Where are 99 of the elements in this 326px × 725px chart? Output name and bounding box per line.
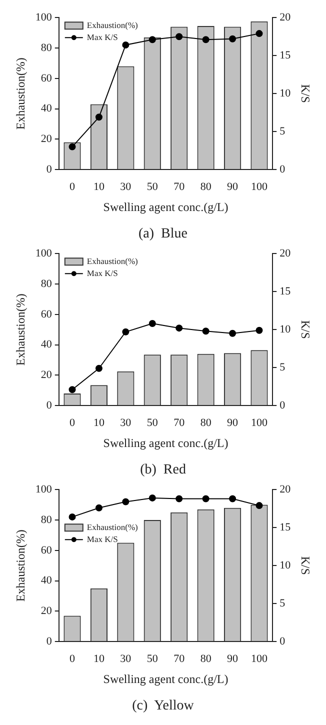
y2-tick-label: 20 xyxy=(280,11,292,24)
y-tick-label: 80 xyxy=(40,278,52,290)
x-axis-title: Swelling agent conc.(g/L) xyxy=(103,436,228,450)
y-tick-label: 0 xyxy=(46,635,52,648)
point xyxy=(148,36,156,44)
y-tick-label: 80 xyxy=(40,42,52,54)
point xyxy=(256,502,263,510)
x-tick-label: 80 xyxy=(200,181,212,194)
x-tick-label: 90 xyxy=(227,417,239,430)
point xyxy=(122,328,130,336)
x-tick-label: 100 xyxy=(250,653,268,666)
x-tick-label: 10 xyxy=(93,653,105,666)
x-tick-label: 30 xyxy=(120,417,132,430)
y-tick-label: 20 xyxy=(40,605,52,618)
point xyxy=(95,504,102,512)
point xyxy=(202,495,210,502)
y-tick-label: 0 xyxy=(46,399,52,412)
x-tick-label: 90 xyxy=(227,653,239,666)
y2-tick-label: 20 xyxy=(280,247,292,260)
y-axis-title: Exhaustion(%) xyxy=(13,530,28,602)
y2-tick-label: 5 xyxy=(280,361,286,374)
text: (c) Yellow xyxy=(132,698,195,714)
point xyxy=(256,326,263,334)
point xyxy=(122,498,130,506)
x-tick-label: 70 xyxy=(174,417,186,430)
y2-tick-label: 5 xyxy=(280,597,286,610)
point xyxy=(68,513,76,520)
y-tick-label: 40 xyxy=(40,102,52,115)
x-tick-label: 80 xyxy=(200,417,212,430)
y2-tick-label: 10 xyxy=(280,559,292,572)
y-tick-label: 40 xyxy=(40,338,52,351)
point xyxy=(68,143,76,150)
y-tick-label: 100 xyxy=(35,11,52,24)
legend-label: Max K/S xyxy=(86,32,118,42)
legend-label: Exhaustion(%) xyxy=(86,522,138,532)
y-tick-label: 20 xyxy=(40,369,52,382)
x-tick-label: 30 xyxy=(120,653,132,666)
x-tick-label: 0 xyxy=(70,653,76,666)
y-tick-label: 100 xyxy=(35,483,52,496)
x-tick-label: 70 xyxy=(174,653,186,666)
x-tick-label: 50 xyxy=(146,417,158,430)
y2-tick-label: 15 xyxy=(280,49,292,62)
x-tick-label: 10 xyxy=(93,417,105,430)
y-tick-label: 20 xyxy=(40,133,52,146)
point xyxy=(229,35,236,42)
point xyxy=(229,495,236,502)
y-tick-label: 0 xyxy=(46,163,52,176)
x-tick-label: 70 xyxy=(174,181,186,194)
point xyxy=(68,386,76,394)
point xyxy=(95,364,102,372)
y2-axis-title: K/S xyxy=(298,556,313,575)
legend-label: Exhaustion(%) xyxy=(86,256,138,266)
x-axis-title: Swelling agent conc.(g/L) xyxy=(103,672,228,686)
point xyxy=(176,495,183,502)
y2-tick-label: 0 xyxy=(280,399,286,412)
text: (b) Red xyxy=(140,462,186,478)
x-tick-label: 100 xyxy=(250,181,268,194)
y-tick-label: 80 xyxy=(40,514,52,526)
y2-tick-label: 0 xyxy=(280,635,286,648)
point xyxy=(229,330,236,337)
point xyxy=(202,36,210,44)
y2-tick-label: 5 xyxy=(280,125,286,138)
y2-tick-label: 0 xyxy=(280,163,286,176)
point xyxy=(176,33,183,40)
y-tick-label: 40 xyxy=(40,574,52,587)
x-tick-label: 50 xyxy=(146,181,158,194)
x-tick-label: 30 xyxy=(120,181,132,194)
x-tick-label: 80 xyxy=(200,653,212,666)
x-tick-label: 100 xyxy=(250,417,268,430)
x-tick-label: 90 xyxy=(227,181,239,194)
point xyxy=(148,494,156,502)
y-axis-title: Exhaustion(%) xyxy=(13,58,28,130)
point xyxy=(95,114,102,121)
y-axis-title: Exhaustion(%) xyxy=(13,294,28,366)
x-tick-label: 10 xyxy=(93,181,105,194)
y2-axis-title: K/S xyxy=(298,84,313,103)
y2-tick-label: 10 xyxy=(280,323,292,336)
point xyxy=(202,328,210,335)
point xyxy=(148,320,156,328)
point xyxy=(122,41,130,48)
y-tick-label: 60 xyxy=(40,72,52,84)
y2-tick-label: 15 xyxy=(280,521,292,534)
y2-tick-label: 15 xyxy=(280,285,292,298)
y-tick-label: 100 xyxy=(35,247,52,260)
y-tick-label: 60 xyxy=(40,544,52,556)
y2-axis-title: K/S xyxy=(298,320,313,339)
y2-tick-label: 10 xyxy=(280,87,292,100)
legend-label: Max K/S xyxy=(86,534,118,544)
y2-tick-label: 20 xyxy=(280,483,292,496)
text: (a) Blue xyxy=(138,226,188,242)
x-tick-label: 0 xyxy=(70,181,76,194)
legend-label: Exhaustion(%) xyxy=(86,20,138,30)
x-tick-label: 0 xyxy=(70,417,76,430)
x-tick-label: 50 xyxy=(146,653,158,666)
x-axis-title: Swelling agent conc.(g/L) xyxy=(103,200,228,214)
y-tick-label: 60 xyxy=(40,308,52,320)
point xyxy=(256,30,263,38)
legend-label: Max K/S xyxy=(86,268,118,278)
point xyxy=(176,324,183,332)
